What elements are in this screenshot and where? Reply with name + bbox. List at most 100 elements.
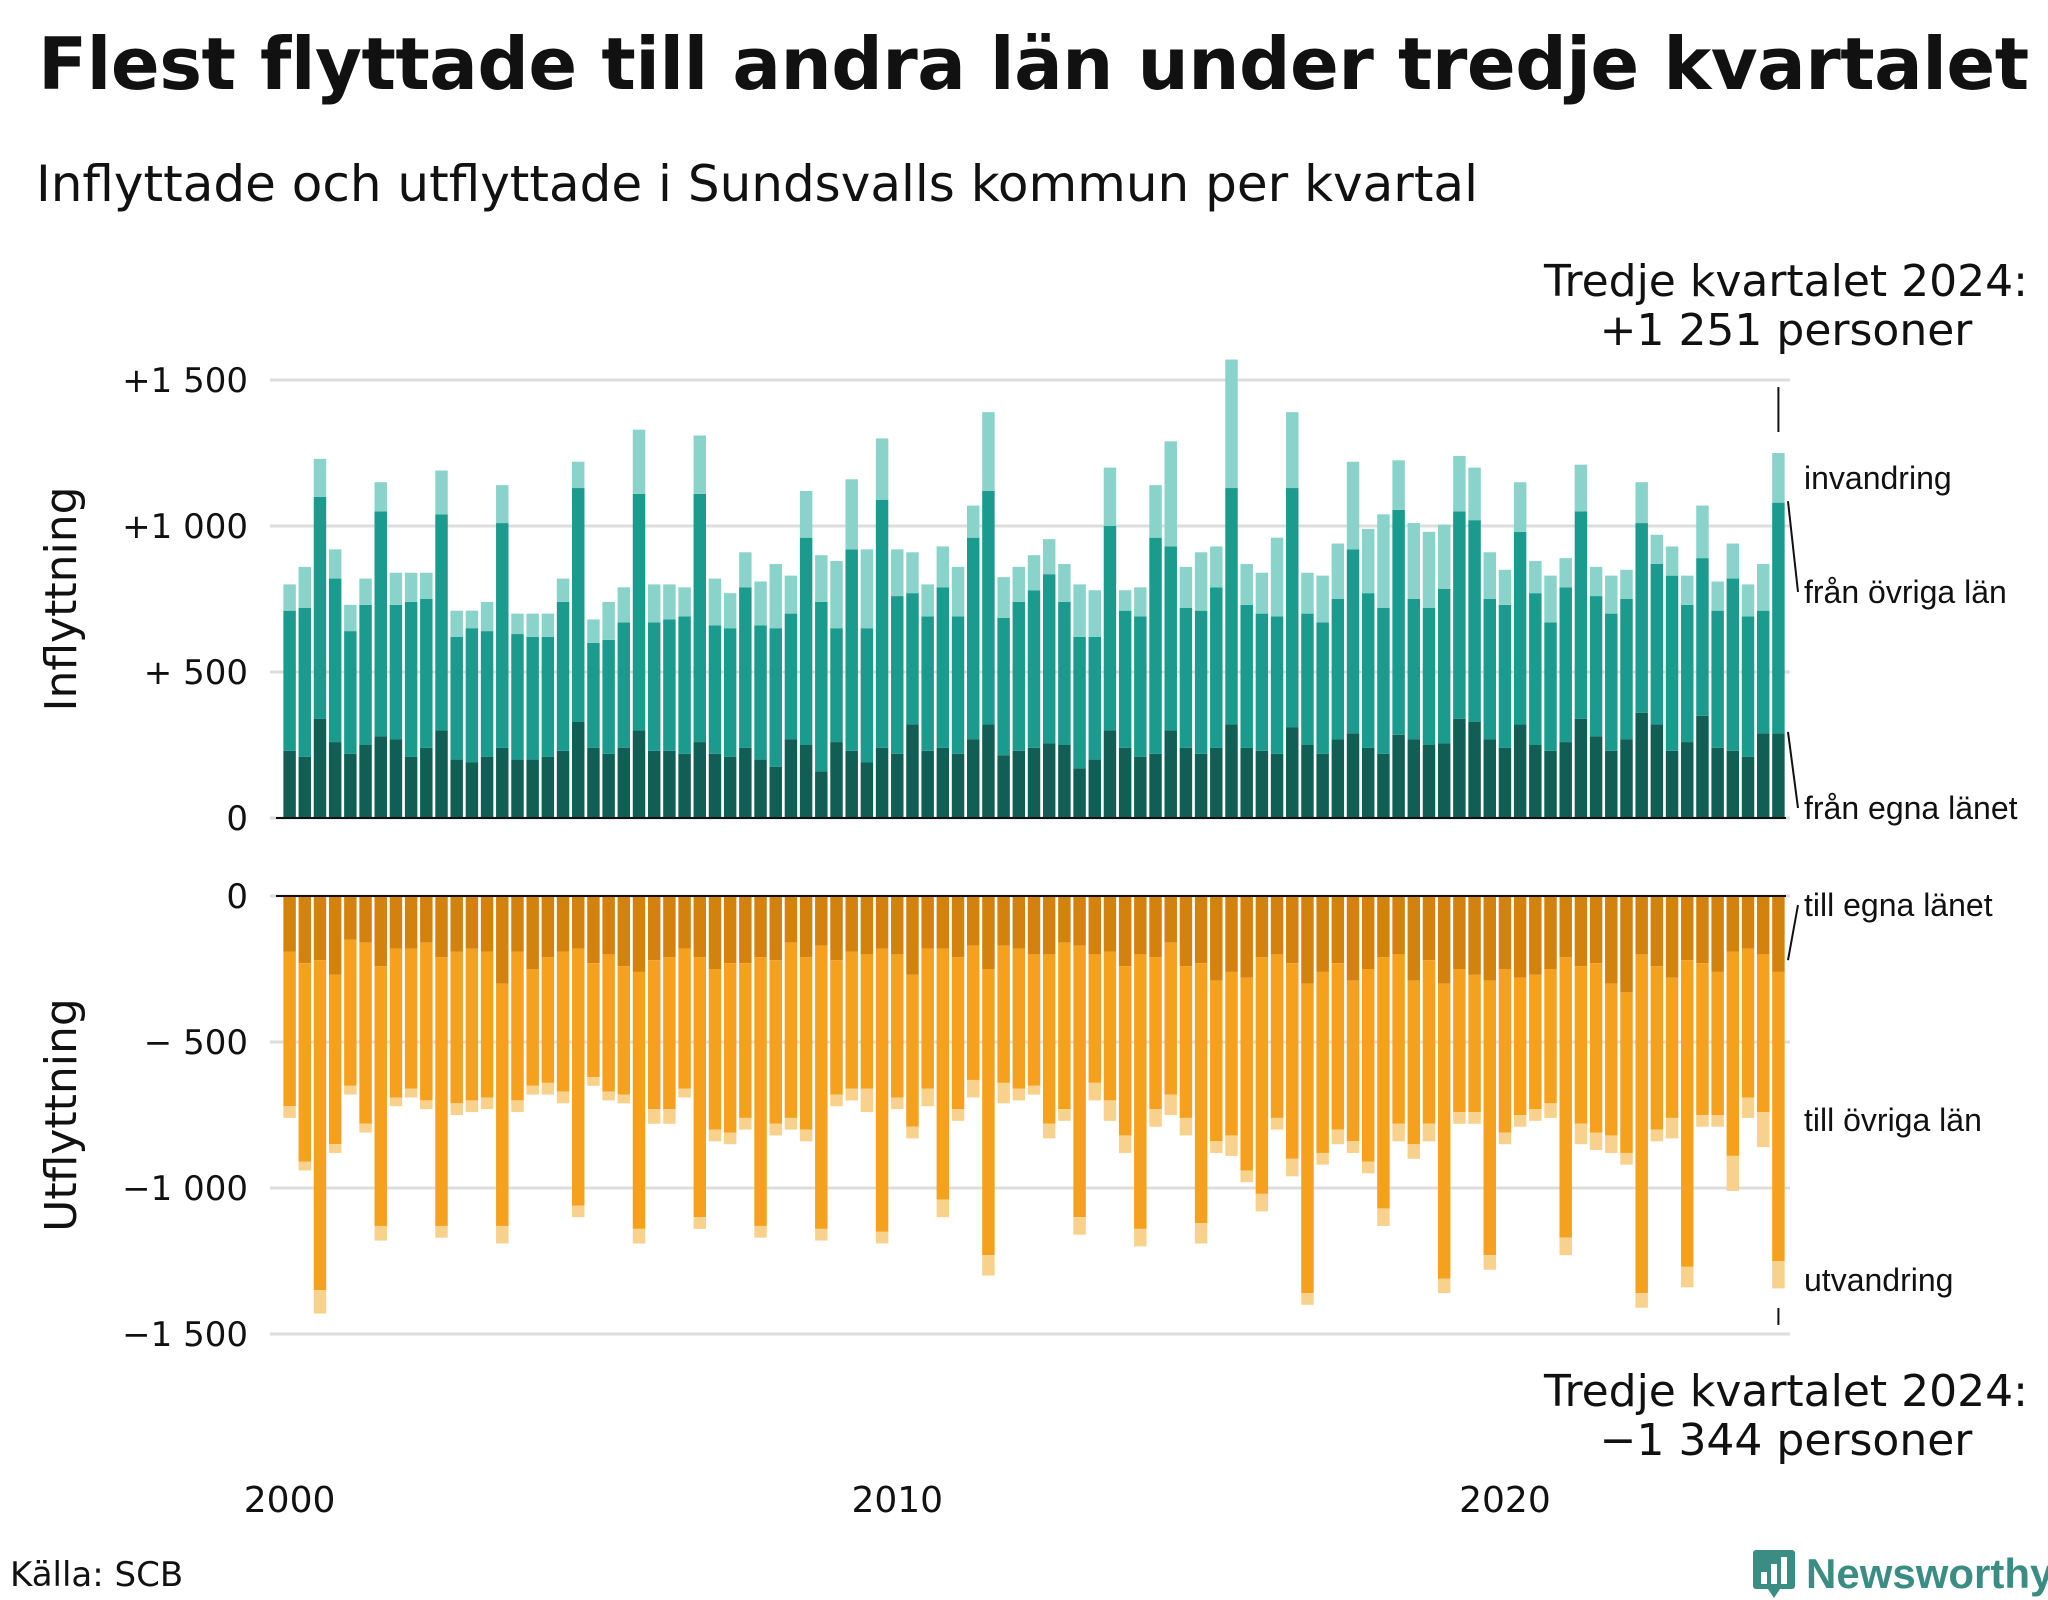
- bar-segment: [997, 896, 1010, 946]
- bar-segment: [1331, 963, 1345, 1130]
- bar-segment: [1681, 604, 1694, 743]
- bar-segment: [830, 561, 843, 629]
- bar-segment: [283, 584, 296, 611]
- bar-segment: [1134, 1228, 1147, 1247]
- bar-segment: [450, 1103, 463, 1115]
- bar-segment: [784, 942, 798, 1118]
- bar-segment: [602, 954, 615, 1092]
- annotation-top-line2: +1 251 personer: [1600, 305, 1974, 356]
- bar-segment: [1134, 896, 1147, 955]
- bar-segment: [1772, 453, 1785, 503]
- bar-segment: [1331, 739, 1345, 818]
- bar-segment: [1149, 537, 1162, 754]
- bar-segment: [1301, 572, 1314, 614]
- bar-segment: [1483, 599, 1496, 740]
- bar-segment: [602, 601, 615, 640]
- bar-segment: [465, 610, 479, 629]
- bar-segment: [678, 616, 691, 754]
- bar-segment: [1589, 1132, 1603, 1151]
- bar-segment: [1681, 742, 1694, 818]
- bar-segment: [1407, 599, 1421, 740]
- bar-segment: [997, 617, 1010, 756]
- bar-segment: [1711, 581, 1724, 611]
- bar-segment: [1088, 590, 1101, 637]
- bar-segment: [1179, 966, 1193, 1118]
- bar-segment: [982, 969, 995, 1256]
- bar-segment: [344, 631, 357, 754]
- bar-segment: [526, 969, 539, 1086]
- bar-segment: [891, 1097, 904, 1110]
- bar-segment: [1468, 1112, 1481, 1124]
- bar-segment: [632, 429, 646, 494]
- bar-segment: [739, 1117, 752, 1130]
- bar-segment: [1194, 1223, 1208, 1244]
- bar-segment: [1058, 745, 1071, 818]
- bar-segment: [723, 593, 737, 629]
- bar-segment: [283, 750, 296, 818]
- bar-segment: [511, 896, 524, 952]
- bar-segment: [921, 616, 934, 751]
- bar-segment: [1134, 756, 1147, 818]
- bar-segment: [769, 896, 782, 961]
- bar-segment: [1726, 951, 1740, 1156]
- bar-segment: [1377, 514, 1390, 608]
- bar-segment: [1544, 750, 1557, 818]
- annotation-top-line1: Tredje kvartalet 2024:: [1543, 256, 2028, 307]
- bar-segment: [1529, 593, 1542, 745]
- bar-segment: [1620, 599, 1633, 740]
- bar-segment: [1225, 971, 1238, 1136]
- bar-segment: [465, 628, 479, 763]
- bar-segment: [511, 634, 524, 760]
- bar-segment: [1437, 1278, 1451, 1294]
- bar-segment: [389, 739, 403, 818]
- bar-segment: [982, 896, 995, 969]
- bar-segment: [1346, 549, 1360, 734]
- bar-segment: [906, 552, 919, 594]
- bar-segment: [1650, 896, 1664, 967]
- bar-segment: [1301, 983, 1314, 1294]
- bar-segment: [647, 960, 661, 1110]
- bar-segment: [1042, 574, 1056, 744]
- bar-segment: [283, 951, 296, 1107]
- bar-segment: [435, 514, 448, 731]
- bar-segment: [1164, 730, 1177, 818]
- bar-segment: [1164, 942, 1177, 1095]
- bar-segment: [1103, 467, 1117, 526]
- bar-segment: [389, 604, 403, 740]
- bar-segment: [587, 747, 600, 818]
- bar-segment: [967, 739, 980, 818]
- bar-segment: [511, 759, 524, 818]
- bar-segment: [1635, 523, 1648, 713]
- bar-segment: [1681, 575, 1694, 605]
- bar-segment: [967, 1079, 980, 1098]
- bar-segment: [1286, 1158, 1299, 1177]
- bar-segment: [663, 584, 676, 620]
- bar-segment: [435, 1225, 448, 1238]
- bar-segment: [799, 745, 813, 818]
- bar-segment: [1225, 896, 1238, 972]
- series-label: från övriga län: [1804, 574, 2007, 610]
- bar-segment: [936, 896, 950, 949]
- bar-segment: [1544, 896, 1557, 969]
- bar-segment: [1392, 954, 1405, 1124]
- bar-segment: [1741, 896, 1755, 949]
- bar-segment: [678, 753, 691, 818]
- bar-segment: [693, 957, 707, 1218]
- bar-segment: [936, 546, 950, 588]
- bar-segment: [1589, 736, 1603, 818]
- bar-segment: [602, 1091, 615, 1101]
- bar-segment: [1225, 724, 1238, 818]
- bar-segment: [997, 945, 1010, 1083]
- bar-segment: [830, 628, 843, 743]
- bar-segment: [283, 1106, 296, 1118]
- bar-segment: [708, 753, 722, 818]
- bar-segment: [1726, 578, 1740, 751]
- bar-segment: [1513, 724, 1527, 818]
- bar-segment: [480, 631, 494, 757]
- bar-segment: [541, 613, 555, 637]
- bar-segment: [1270, 896, 1284, 955]
- bar-segment: [1589, 596, 1603, 737]
- bar-segment: [1772, 733, 1785, 818]
- bar-segment: [1194, 753, 1208, 818]
- bar-segment: [1179, 896, 1193, 967]
